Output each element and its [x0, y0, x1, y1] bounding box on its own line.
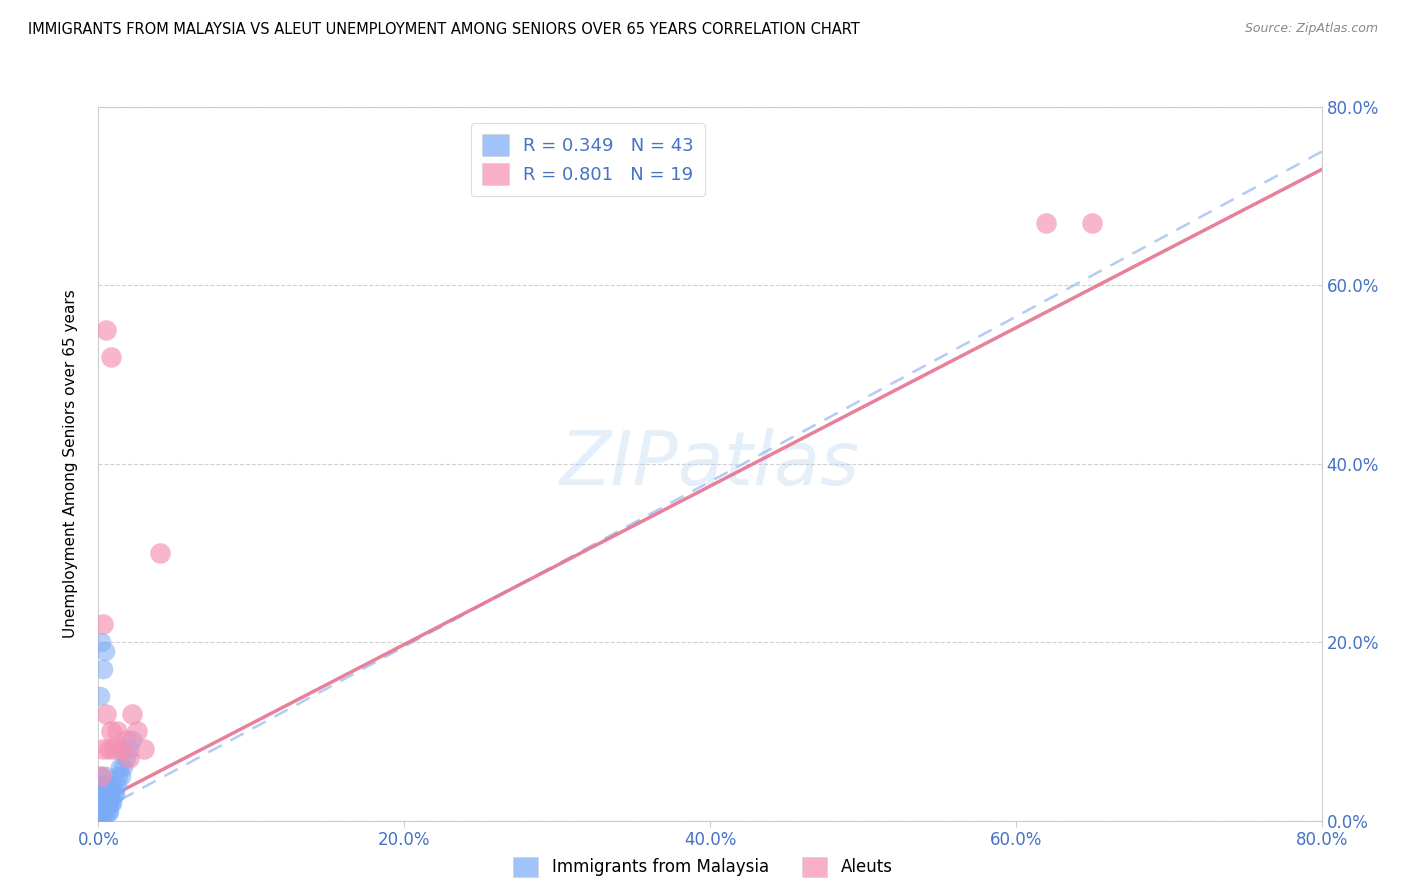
Point	[100, 787, 122, 801]
Point	[91, 662, 114, 676]
Point	[97, 796, 120, 810]
Point	[90, 769, 112, 783]
Point	[90, 635, 112, 649]
Point	[118, 742, 141, 756]
Point	[98, 778, 121, 792]
Point	[125, 724, 148, 739]
Point	[91, 805, 114, 819]
Point	[90, 769, 112, 783]
Point	[89, 689, 111, 703]
Legend: R = 0.349   N = 43, R = 0.801   N = 19: R = 0.349 N = 43, R = 0.801 N = 19	[471, 123, 704, 196]
Point	[94, 805, 117, 819]
Point	[115, 733, 138, 747]
Point	[149, 546, 172, 560]
Point	[91, 787, 114, 801]
Legend: Immigrants from Malaysia, Aleuts: Immigrants from Malaysia, Aleuts	[506, 850, 900, 884]
Point	[103, 778, 125, 792]
Point	[91, 617, 114, 632]
Point	[121, 706, 143, 721]
Point	[100, 796, 122, 810]
Point	[93, 787, 115, 801]
Point	[93, 796, 115, 810]
Text: ZIPatlas: ZIPatlas	[560, 428, 860, 500]
Point	[97, 805, 120, 819]
Point	[100, 724, 122, 739]
Point	[98, 742, 121, 756]
Point	[108, 760, 131, 774]
Point	[89, 778, 111, 792]
Point	[89, 796, 111, 810]
Point	[94, 706, 117, 721]
Point	[98, 805, 121, 819]
Point	[100, 350, 122, 364]
Point	[93, 805, 115, 819]
Point	[91, 778, 114, 792]
Point	[89, 814, 111, 828]
Point	[1081, 216, 1104, 230]
Point	[134, 742, 156, 756]
Point	[110, 742, 132, 756]
Point	[93, 644, 115, 658]
Point	[94, 787, 117, 801]
Point	[94, 778, 117, 792]
Point	[103, 787, 125, 801]
Text: IMMIGRANTS FROM MALAYSIA VS ALEUT UNEMPLOYMENT AMONG SENIORS OVER 65 YEARS CORRE: IMMIGRANTS FROM MALAYSIA VS ALEUT UNEMPL…	[28, 22, 860, 37]
Point	[111, 760, 134, 774]
Point	[98, 796, 121, 810]
Point	[97, 787, 120, 801]
Point	[89, 805, 111, 819]
Point	[103, 742, 125, 756]
Point	[94, 323, 117, 337]
Point	[121, 733, 143, 747]
Point	[91, 742, 114, 756]
Point	[101, 796, 124, 810]
Point	[1035, 216, 1057, 230]
Text: Source: ZipAtlas.com: Source: ZipAtlas.com	[1244, 22, 1378, 36]
Point	[94, 769, 117, 783]
Point	[110, 769, 132, 783]
Point	[90, 787, 112, 801]
Point	[94, 796, 117, 810]
Point	[90, 805, 112, 819]
Y-axis label: Unemployment Among Seniors over 65 years: Unemployment Among Seniors over 65 years	[63, 290, 77, 638]
Point	[115, 751, 138, 765]
Point	[91, 796, 114, 810]
Point	[104, 787, 127, 801]
Point	[107, 769, 129, 783]
Point	[105, 778, 128, 792]
Point	[118, 751, 141, 765]
Point	[105, 724, 128, 739]
